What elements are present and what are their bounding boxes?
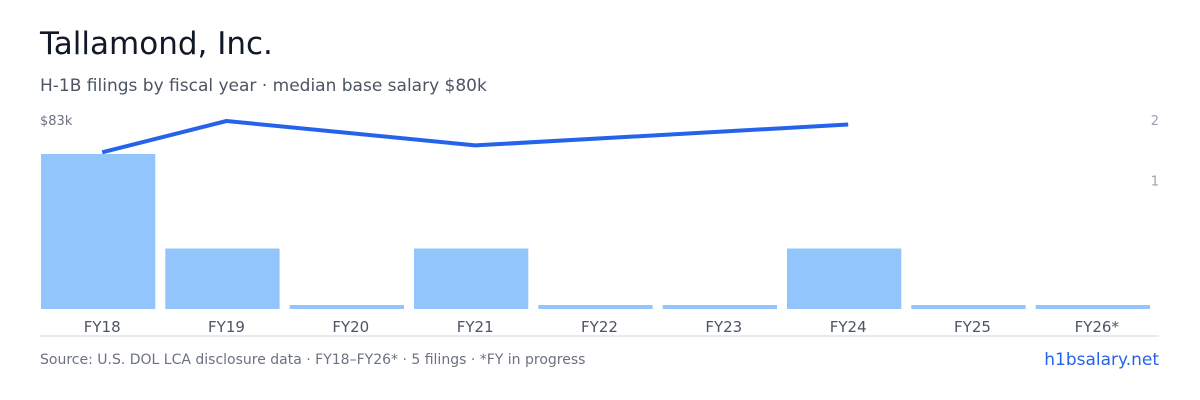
bar-FY22 — [538, 305, 653, 309]
bar-FY23 — [662, 305, 777, 309]
bar-FY26 — [1035, 305, 1150, 309]
bar-FY21 — [414, 248, 529, 309]
bar-FY18 — [41, 154, 156, 309]
bar-FY20 — [289, 305, 404, 309]
x-tick-label: FY22 — [581, 318, 618, 336]
right-axis-tick: 2 — [1151, 114, 1159, 129]
x-tick-label: FY23 — [705, 318, 742, 336]
x-tick-label: FY26* — [1075, 318, 1120, 336]
chart-title: Tallamond, Inc. — [40, 26, 273, 62]
bar-FY19 — [165, 248, 280, 309]
bar-FY25 — [911, 305, 1026, 309]
median-salary-line — [101, 119, 849, 155]
chart-subtitle: H-1B filings by fiscal year · median bas… — [40, 76, 487, 96]
x-tick-label: FY19 — [208, 318, 245, 336]
x-tick-label: FY25 — [954, 318, 991, 336]
site-link[interactable]: h1bsalary.net — [1044, 350, 1159, 370]
bar-FY24 — [787, 248, 902, 309]
x-tick-label: FY20 — [332, 318, 369, 336]
x-tick-label: FY24 — [830, 318, 867, 336]
right-axis-tick: 1 — [1151, 175, 1159, 190]
x-tick-label: FY21 — [457, 318, 494, 336]
left-axis-top-label: $83k — [40, 114, 73, 129]
source-note: Source: U.S. DOL LCA disclosure data · F… — [40, 352, 586, 368]
x-tick-label: FY18 — [84, 318, 121, 336]
